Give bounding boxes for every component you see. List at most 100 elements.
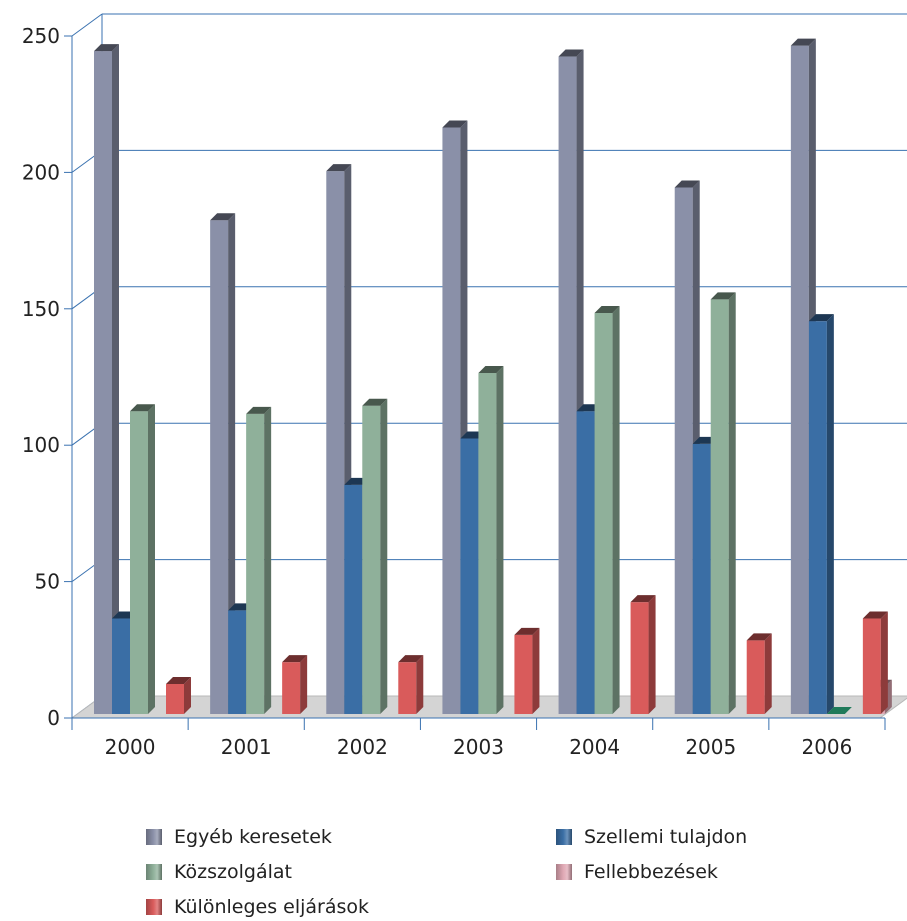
bar-k-l-nleges-elj-r-sok-2002: [398, 655, 424, 714]
bar-top: [166, 676, 191, 684]
bar-front: [326, 171, 345, 715]
bar-top: [826, 707, 852, 714]
bar-side: [148, 404, 155, 714]
y-tick-label: 100: [22, 433, 60, 457]
bar-top: [594, 305, 620, 313]
bar-k-zszolg-lat-2000: [130, 404, 155, 714]
y-tick-label: 150: [22, 297, 60, 321]
bar-side: [416, 655, 424, 714]
bar-top: [790, 38, 816, 46]
y-tick-label: 200: [22, 160, 60, 184]
bar-front: [210, 220, 229, 714]
bar-front: [514, 634, 533, 714]
y-tick-label: 0: [47, 706, 60, 730]
bar-k-zszolg-lat-2004: [594, 305, 620, 714]
bar-side: [612, 305, 620, 714]
x-tick-label: 2003: [453, 735, 504, 759]
legend-item-szellemi: Szellemi tulajdon: [556, 826, 747, 848]
gridline-diag: [71, 13, 103, 37]
bar-front: [594, 312, 613, 714]
legend-swatch-szellemi: [556, 829, 572, 845]
legend-item-fellebbezesek: Fellebbezések: [556, 861, 718, 883]
bar-top: [442, 120, 468, 128]
bar-k-zszolg-lat-2006: [826, 707, 852, 714]
legend-item-kulonleges: Különleges eljárások: [146, 896, 369, 918]
x-tick-label: 2006: [801, 735, 852, 759]
y-tick-label: 50: [35, 570, 60, 594]
bar-k-l-nleges-elj-r-sok-2000: [166, 676, 191, 714]
bar-egy-b-keresetek-2000: [94, 44, 119, 714]
bar-top: [710, 292, 736, 300]
chart-plot: 0 50 100 150 200 250 2000 2001 2002 2003 2004 2005 2…: [22, 13, 907, 759]
bar-front: [246, 413, 265, 714]
bar-front: [808, 321, 827, 714]
x-tick-label: 2001: [221, 735, 272, 759]
bar-top: [326, 164, 352, 172]
bar-szellemi-tulajdon-2006: [808, 314, 834, 714]
bar-front: [630, 602, 649, 714]
bar-top: [514, 627, 540, 635]
bar-front: [362, 405, 381, 714]
bar-top: [362, 398, 388, 406]
x-tick-label: 2005: [685, 735, 736, 759]
bar-k-l-nleges-elj-r-sok-2005: [746, 633, 772, 714]
x-tick-label: 2002: [337, 735, 388, 759]
bar-k-zszolg-lat-2003: [478, 366, 504, 714]
bar-top: [282, 655, 308, 663]
bar-front: [576, 411, 595, 714]
bar-top: [862, 611, 888, 619]
bar-top: [478, 366, 504, 373]
bar-front: [282, 662, 301, 714]
bar-front: [442, 127, 461, 715]
y-tick-label: 250: [22, 24, 60, 48]
legend-label-kulonleges: Különleges eljárások: [174, 896, 370, 918]
bar-k-l-nleges-elj-r-sok-2004: [630, 595, 656, 714]
bar-top: [558, 49, 584, 57]
bar-front: [94, 51, 112, 714]
bar-top: [746, 633, 772, 641]
bar-egy-b-keresetek-2001: [210, 213, 236, 714]
x-tick-label: 2004: [569, 735, 620, 759]
bar-front: [166, 683, 184, 714]
bar-side: [532, 627, 540, 714]
bar-side: [648, 595, 656, 714]
legend-swatch-egyeb: [146, 829, 162, 845]
bar-top: [210, 213, 236, 221]
bar-k-l-nleges-elj-r-sok-2006: [862, 611, 888, 714]
bar-k-zszolg-lat-2002: [362, 398, 388, 714]
bar-k-l-nleges-elj-r-sok-2003: [514, 627, 540, 714]
legend-item-egyeb: Egyéb keresetek: [146, 826, 332, 848]
bar-front: [478, 373, 497, 714]
bar-side: [880, 611, 888, 714]
bar-front: [130, 411, 148, 714]
bar-side: [264, 406, 272, 714]
legend-swatch-kozszolgalat: [146, 864, 162, 880]
bar-side: [184, 676, 191, 714]
legend-label-szellemi: Szellemi tulajdon: [584, 826, 748, 848]
bar-side: [112, 44, 119, 714]
legend-item-kozszolgalat: Közszolgálat: [146, 861, 292, 883]
legend-swatch-fellebbezesek: [556, 864, 572, 880]
bar-front: [862, 618, 881, 714]
bar-side: [300, 655, 308, 714]
bar-front: [790, 45, 809, 714]
bar-front: [398, 662, 417, 714]
legend-label-fellebbezesek: Fellebbezések: [584, 861, 718, 883]
bar-side: [764, 633, 772, 714]
bar-front: [746, 640, 765, 714]
bar-k-zszolg-lat-2001: [246, 406, 272, 714]
bar-top: [398, 655, 424, 663]
bar-side: [496, 366, 504, 714]
bar-side: [826, 314, 834, 714]
bar-front: [692, 443, 711, 714]
bar-top: [94, 44, 119, 52]
legend-label-kozszolgalat: Közszolgálat: [174, 861, 292, 883]
bar-k-l-nleges-elj-r-sok-2001: [282, 655, 308, 714]
bar-top: [246, 406, 272, 414]
bar-front: [710, 299, 729, 714]
bar-side: [728, 292, 736, 714]
bar-front: [674, 187, 693, 715]
bar-top: [630, 595, 656, 603]
bar-top: [130, 404, 155, 412]
